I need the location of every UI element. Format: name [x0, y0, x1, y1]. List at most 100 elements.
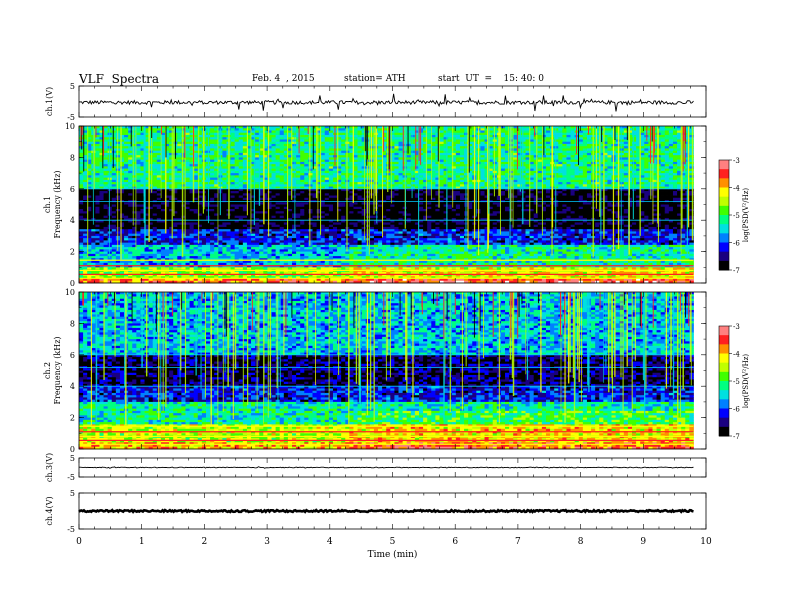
spectrogram-cell	[287, 251, 293, 255]
spectrogram-cell	[210, 193, 215, 196]
spectrogram-cell	[328, 256, 334, 259]
spectrogram-cell	[230, 271, 236, 275]
spectrogram-cell	[152, 233, 158, 237]
spectrogram-cell	[287, 222, 293, 226]
spectrogram-cell	[246, 139, 252, 143]
spectrogram-cell	[136, 206, 141, 210]
spectrogram-cell	[140, 132, 145, 136]
spectrogram-cell	[259, 177, 264, 181]
spectrogram-cell	[197, 173, 203, 176]
spectrogram-cell	[300, 233, 305, 237]
spectrogram-cell	[124, 233, 129, 237]
spectrogram-cell	[304, 182, 309, 185]
spectrogram-cell	[357, 235, 363, 239]
spectrogram-cell	[255, 222, 260, 226]
spectrogram-cell	[328, 206, 334, 210]
spectrogram-cell	[312, 155, 317, 158]
spectrogram-cell	[181, 265, 186, 268]
spectrogram-cell	[283, 271, 289, 275]
spectrogram-cell	[189, 197, 195, 201]
spectrogram-cell	[152, 126, 158, 129]
spectrogram-cell	[128, 260, 133, 264]
spectrogram-cell	[324, 148, 330, 152]
spectrogram-cell	[124, 168, 129, 172]
spectrogram-cell	[320, 188, 326, 192]
spectrogram-cell	[255, 141, 260, 145]
spectrogram-cell	[357, 139, 363, 143]
spectrogram-cell	[132, 139, 137, 143]
spectrogram-cell	[99, 128, 104, 131]
spectrogram-cell	[181, 220, 186, 223]
spectrogram-cell	[320, 179, 326, 183]
spectrogram-cell	[169, 146, 174, 149]
spectrogram-cell	[304, 217, 309, 221]
spectrogram-cell	[251, 229, 256, 232]
spectrogram-cell	[337, 128, 342, 131]
spectrogram-cell	[316, 186, 322, 190]
spectrogram-cell	[193, 170, 199, 174]
spectrogram-cell	[271, 276, 277, 279]
spectrogram-cell	[300, 242, 305, 246]
spectrogram-cell	[185, 143, 191, 147]
spectrogram-cell	[189, 195, 195, 199]
spectrogram-cell	[300, 271, 305, 275]
spectrogram-cell	[324, 238, 330, 241]
spectrogram-cell	[177, 177, 182, 181]
spectrogram-cell	[136, 233, 141, 237]
spectrogram-cell	[165, 253, 170, 257]
spectrogram-cell	[304, 179, 309, 183]
spectrogram-cell	[275, 240, 281, 244]
spectrogram-cell	[132, 130, 137, 134]
spectrogram-cell	[271, 224, 277, 228]
spectrogram-cell	[238, 155, 244, 158]
spectrogram-cell	[267, 177, 272, 181]
spectrogram-cell	[332, 170, 338, 174]
spectrogram-cell	[349, 278, 354, 282]
spectrogram-cell	[111, 161, 117, 165]
spectrogram-cell	[328, 276, 334, 279]
spectrogram-cell	[140, 215, 145, 219]
spectrogram-cell	[107, 244, 113, 248]
spectrogram-cell	[99, 168, 104, 172]
spectrogram-cell	[173, 161, 178, 165]
spectrogram-cell	[238, 134, 244, 138]
spectrogram-cell	[197, 226, 203, 230]
spectrogram-cell	[238, 139, 244, 143]
spectrogram-cell	[357, 159, 363, 163]
spectrogram-cell	[95, 166, 100, 170]
spectrogram-cell	[87, 132, 92, 136]
spectrogram-cell	[103, 247, 109, 250]
spectrogram-cell	[296, 231, 301, 235]
spectrogram-cell	[259, 224, 264, 228]
spectrogram-cell	[140, 229, 145, 232]
spectrogram-cell	[300, 186, 305, 190]
spectrogram-cell	[156, 276, 162, 279]
spectrogram-cell	[83, 217, 88, 221]
spectrogram-cell	[255, 235, 260, 239]
spectrogram-cell	[177, 235, 182, 239]
spectrogram-cell	[132, 213, 137, 217]
spectrogram-cell	[353, 150, 358, 154]
spectrogram-cell	[296, 215, 301, 219]
spectrogram-cell	[361, 280, 367, 284]
spectrogram-cell	[234, 222, 240, 226]
spectrogram-cell	[103, 182, 109, 185]
spectrogram-cell	[242, 126, 248, 129]
spectrogram-cell	[279, 193, 285, 196]
spectrogram-cell	[234, 267, 240, 270]
spectrogram-cell	[214, 130, 219, 134]
spectrogram-cell	[87, 166, 92, 170]
spectrogram-cell	[128, 220, 133, 223]
spectrogram-cell	[361, 148, 367, 152]
spectrogram-cell	[246, 168, 252, 172]
spectrogram-cell	[238, 242, 244, 246]
spectrogram-cell	[349, 170, 354, 174]
spectrogram-cell	[181, 217, 186, 221]
spectrogram-cell	[222, 240, 227, 244]
spectrogram-cell	[152, 143, 158, 147]
spectrogram-cell	[165, 143, 170, 147]
spectrogram-cell	[210, 244, 215, 248]
spectrogram-cell	[165, 267, 170, 270]
spectrogram-cell	[111, 195, 117, 199]
spectrogram-cell	[165, 274, 170, 277]
